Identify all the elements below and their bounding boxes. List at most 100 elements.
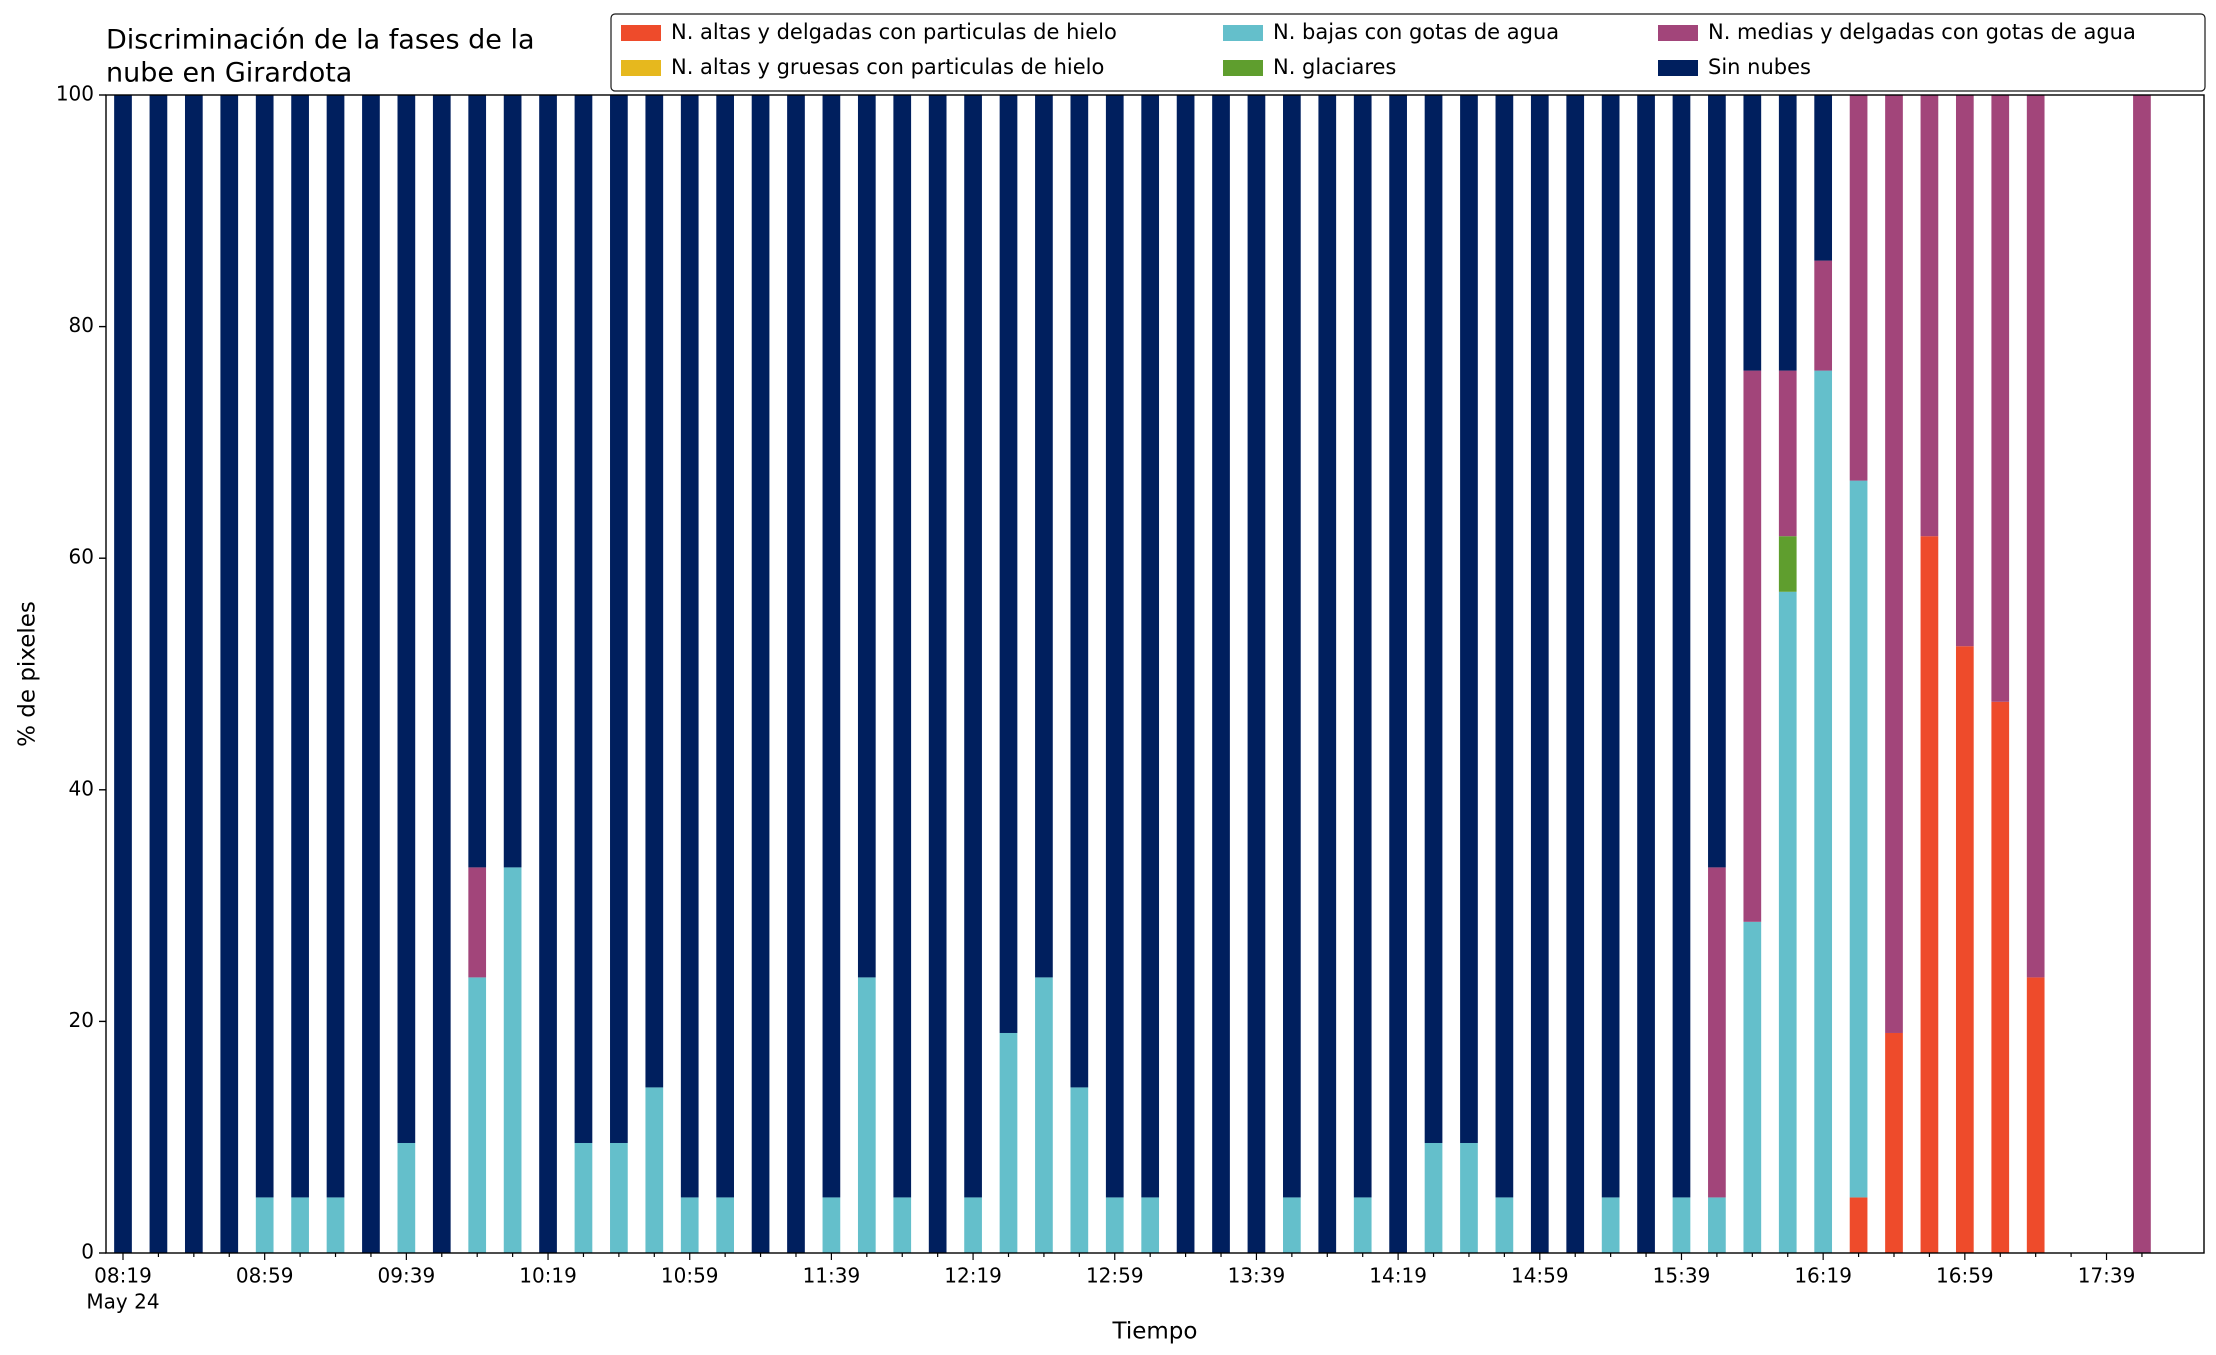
bar-segment bbox=[1105, 95, 1124, 1198]
bar-segment bbox=[468, 977, 487, 1253]
bar-segment bbox=[716, 95, 734, 1198]
bar-segment bbox=[680, 95, 699, 1198]
bar-segment bbox=[1778, 370, 1797, 537]
bar-segment bbox=[751, 95, 770, 1253]
bar-segment bbox=[1601, 1197, 1620, 1253]
bar-segment bbox=[1566, 95, 1585, 1253]
bar-segment bbox=[1672, 95, 1691, 1198]
x-tick-label: 17:39 bbox=[2078, 1264, 2136, 1288]
bar-segment bbox=[326, 95, 345, 1198]
x-tick-label: 15:39 bbox=[1653, 1264, 1711, 1288]
bar-segment bbox=[1637, 95, 1655, 1253]
y-axis-label: % de pixeles bbox=[15, 601, 41, 747]
bar-segment bbox=[1955, 646, 1974, 1253]
bar-segment bbox=[1814, 260, 1833, 371]
bar-segment bbox=[1601, 95, 1620, 1198]
bar-segment bbox=[326, 1197, 345, 1253]
bar-segment bbox=[397, 95, 416, 1143]
x-tick-label: 09:39 bbox=[378, 1264, 436, 1288]
x-tick-label: 12:59 bbox=[1086, 1264, 1144, 1288]
bar-segment bbox=[1708, 867, 1726, 1198]
bar-segment bbox=[1495, 1197, 1514, 1253]
bar-segment bbox=[1141, 95, 1160, 1198]
bar-segment bbox=[1283, 1197, 1301, 1253]
bar-segment bbox=[503, 95, 522, 868]
legend-label: N. medias y delgadas con gotas de agua bbox=[1708, 20, 2136, 44]
bar-segment bbox=[822, 1197, 841, 1253]
bar-segment bbox=[1814, 95, 1833, 261]
bar-segment bbox=[1035, 95, 1053, 978]
bar-segment bbox=[2133, 95, 2151, 1253]
x-tick-label: 13:39 bbox=[1228, 1264, 1286, 1288]
bar-segment bbox=[1920, 536, 1939, 1253]
bar-segment bbox=[503, 867, 522, 1253]
x-tick-label: 11:39 bbox=[803, 1264, 861, 1288]
bar-segment bbox=[1849, 95, 1868, 481]
y-tick-label: 60 bbox=[69, 545, 94, 569]
bar-segment bbox=[1495, 95, 1514, 1198]
bar-segment bbox=[1105, 1197, 1124, 1253]
bar-segment bbox=[1318, 95, 1337, 1253]
legend-swatch bbox=[621, 25, 661, 41]
bar-segment bbox=[893, 1197, 912, 1253]
bar-segment bbox=[574, 95, 593, 1143]
bar-segment bbox=[1672, 1197, 1691, 1253]
bar-segment bbox=[928, 95, 947, 1253]
bar-segment bbox=[1885, 95, 1903, 1033]
x-tick-label: 14:59 bbox=[1511, 1264, 1569, 1288]
bar-segment bbox=[680, 1197, 699, 1253]
bar-segment bbox=[1070, 1087, 1089, 1253]
bar-segment bbox=[716, 1197, 734, 1253]
legend-label: N. bajas con gotas de agua bbox=[1273, 20, 1559, 44]
bar-segment bbox=[255, 1197, 274, 1253]
x-tick-label: 08:19 bbox=[94, 1264, 152, 1288]
bar-segment bbox=[362, 95, 380, 1253]
bar-segment bbox=[610, 1142, 628, 1253]
plot-frame bbox=[105, 94, 2205, 1254]
bar-segment bbox=[1070, 95, 1089, 1088]
bar-segment bbox=[539, 95, 557, 1253]
bar-segment bbox=[1885, 1032, 1903, 1253]
y-tick-label: 20 bbox=[69, 1008, 94, 1032]
x-tick-label: 10:19 bbox=[519, 1264, 577, 1288]
bar-segment bbox=[468, 95, 487, 868]
x-tick-label: 08:59 bbox=[236, 1264, 294, 1288]
bar-segment bbox=[964, 95, 982, 1198]
bar-segment bbox=[1991, 95, 2010, 702]
legend-label: N. altas y delgadas con particulas de hi… bbox=[671, 20, 1117, 44]
bar-segment bbox=[291, 1197, 309, 1253]
legend-box bbox=[610, 13, 2206, 92]
bar-segment bbox=[255, 95, 274, 1198]
bar-segment bbox=[1460, 1142, 1478, 1253]
legend-label: Sin nubes bbox=[1708, 55, 1811, 79]
bar-segment bbox=[468, 867, 487, 978]
bar-segment bbox=[184, 95, 203, 1253]
x-tick-label: 12:19 bbox=[944, 1264, 1002, 1288]
bar-segment bbox=[1955, 95, 1974, 647]
bar-segment bbox=[291, 95, 309, 1198]
bar-segment bbox=[610, 95, 628, 1143]
bar-segment bbox=[1035, 977, 1053, 1253]
bar-segment bbox=[964, 1197, 982, 1253]
bar-segment bbox=[574, 1142, 593, 1253]
legend-swatch bbox=[1658, 60, 1698, 76]
x-axis-label: Tiempo bbox=[1112, 1319, 1198, 1345]
bar-segment bbox=[1708, 1197, 1726, 1253]
bar-segment bbox=[893, 95, 912, 1198]
bar-segment bbox=[645, 95, 664, 1088]
bar-segment bbox=[1283, 95, 1301, 1198]
bar-segment bbox=[1778, 95, 1797, 371]
bar-segment bbox=[1743, 370, 1762, 922]
bar-segment bbox=[787, 95, 805, 1253]
date-label: May 24 bbox=[86, 1290, 159, 1314]
legend-swatch bbox=[1658, 25, 1698, 41]
bar-segment bbox=[1991, 701, 2010, 1253]
bar-segment bbox=[1849, 480, 1868, 1198]
bar-segment bbox=[857, 977, 876, 1253]
bar-segment bbox=[1353, 95, 1372, 1198]
bar-segment bbox=[1247, 95, 1266, 1253]
bar-segment bbox=[1778, 591, 1797, 1253]
chart-title: nube en Girardota bbox=[106, 58, 352, 89]
